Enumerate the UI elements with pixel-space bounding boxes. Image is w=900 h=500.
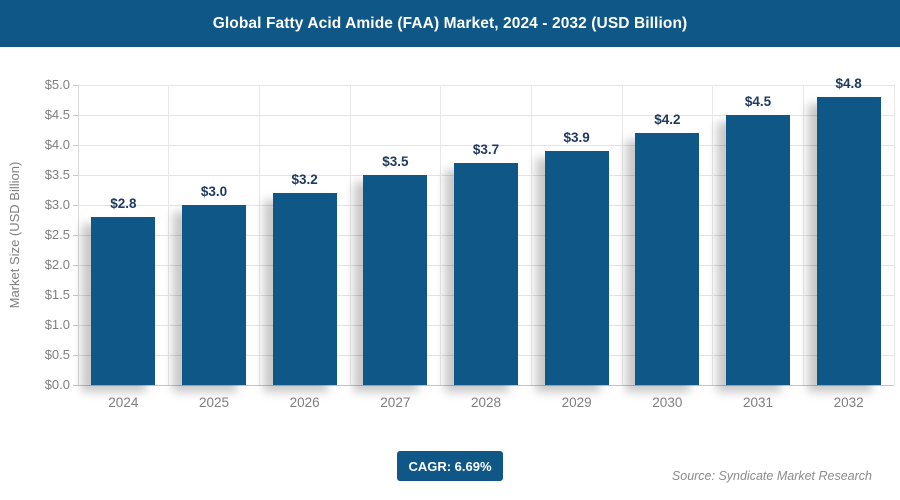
y-axis-tick-label: $3.0 <box>44 197 70 212</box>
bar-value-label-2031: $4.5 <box>744 94 772 109</box>
gridline-horizontal <box>78 84 894 86</box>
y-axis-title: Market Size (USD Billion) <box>7 161 22 309</box>
bar-2024 <box>91 217 156 385</box>
gridline-horizontal <box>78 114 894 116</box>
gridline-vertical <box>893 85 895 385</box>
gridline-vertical <box>168 85 170 385</box>
x-axis-label-2030: 2030 <box>652 395 683 410</box>
y-axis-tick <box>73 264 78 266</box>
y-axis-tick <box>73 234 78 236</box>
gridline-horizontal <box>78 144 894 146</box>
bar-value-label-2024: $2.8 <box>110 196 137 211</box>
y-axis-tick-label: $5.0 <box>44 77 70 92</box>
y-axis-tick-label: $4.5 <box>44 107 70 122</box>
bar-2031 <box>726 115 790 385</box>
x-axis-label-2026: 2026 <box>289 395 320 410</box>
bar-2025 <box>182 205 246 385</box>
bar-2029 <box>544 151 609 385</box>
y-axis-tick-label: $2.5 <box>44 227 70 242</box>
x-axis-label-2029: 2029 <box>561 395 592 410</box>
y-axis-tick-label: $0.0 <box>44 377 70 392</box>
bar-value-label-2030: $4.2 <box>654 112 681 127</box>
x-axis-line <box>73 385 894 386</box>
y-axis-tick <box>73 174 78 176</box>
gridline-vertical <box>712 85 714 385</box>
x-axis-label-2027: 2027 <box>380 395 411 410</box>
x-axis-label-2031: 2031 <box>742 395 774 410</box>
bar-value-label-2026: $3.2 <box>291 172 318 187</box>
cagr-badge: CAGR: 6.69% <box>397 451 503 481</box>
bar-2028 <box>454 163 518 385</box>
gridline-vertical <box>440 85 442 385</box>
x-axis-label-2032: 2032 <box>833 395 864 410</box>
y-axis-tick <box>73 84 78 86</box>
x-axis-label-2028: 2028 <box>470 395 502 410</box>
y-axis-tick-label: $3.5 <box>44 167 70 182</box>
chart-title-bar: Global Fatty Acid Amide (FAA) Market, 20… <box>0 0 900 47</box>
source-text: Source: Syndicate Market Research <box>671 469 872 483</box>
bar-value-label-2025: $3.0 <box>200 184 228 199</box>
gridline-vertical <box>258 85 260 385</box>
gridline-vertical <box>349 85 351 385</box>
gridline-vertical <box>530 85 532 385</box>
bar-value-label-2028: $3.7 <box>472 142 500 157</box>
y-axis-tick-label: $0.5 <box>44 347 70 362</box>
bar-2030 <box>635 133 700 385</box>
gridline-vertical <box>621 85 623 385</box>
y-axis-tick <box>73 354 78 356</box>
y-axis-tick <box>73 294 78 296</box>
y-axis-tick <box>73 144 78 146</box>
bar-value-label-2029: $3.9 <box>563 130 590 145</box>
y-axis-tick <box>73 114 78 116</box>
y-axis-tick-label: $1.5 <box>44 287 70 302</box>
bar-2032 <box>816 97 881 385</box>
y-axis-tick-label: $1.0 <box>44 317 70 332</box>
x-axis-label-2024: 2024 <box>108 395 139 410</box>
bar-2027 <box>363 175 428 385</box>
y-axis-tick-label: $4.0 <box>44 137 70 152</box>
y-axis-tick <box>73 324 78 326</box>
gridline-vertical <box>802 85 804 385</box>
bar-value-label-2032: $4.8 <box>835 76 862 91</box>
bar-2026 <box>272 193 337 385</box>
y-axis-tick-label: $2.0 <box>44 257 70 272</box>
x-axis-label-2025: 2025 <box>198 395 230 410</box>
y-axis-tick <box>73 204 78 206</box>
bar-value-label-2027: $3.5 <box>382 154 409 169</box>
y-axis-line <box>77 85 79 385</box>
chart-title: Global Fatty Acid Amide (FAA) Market, 20… <box>212 14 688 32</box>
